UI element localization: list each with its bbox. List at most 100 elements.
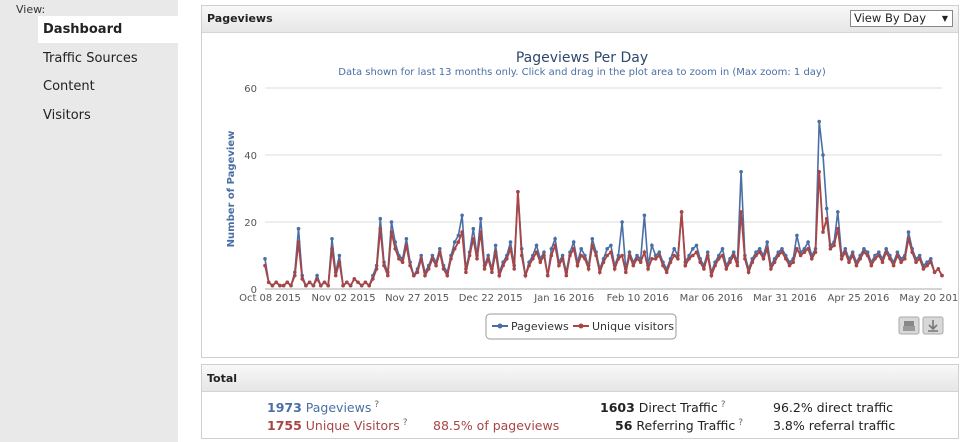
pageviews-chart[interactable]: Pageviews Per Day Data shown for last 13…	[202, 6, 958, 357]
point-unique-visitors	[519, 253, 524, 258]
point-unique-visitors	[512, 267, 516, 271]
point-unique-visitors	[296, 240, 301, 244]
point-unique-visitors	[884, 250, 888, 254]
stat-direct-traffic: 1603 Direct Traffic?	[600, 400, 726, 415]
point-pageviews	[330, 237, 334, 241]
legend-item-unique-visitors[interactable]: Unique visitors	[573, 320, 674, 333]
point-pageviews	[765, 240, 769, 244]
point-pageviews	[389, 220, 394, 224]
point-unique-visitors	[910, 250, 914, 254]
point-unique-visitors	[664, 270, 669, 275]
sidebar-item-visitors[interactable]: Visitors	[43, 108, 91, 123]
point-pageviews	[672, 247, 676, 251]
point-pageviews	[653, 253, 658, 258]
point-pageviews	[780, 247, 784, 251]
help-icon-pageviews[interactable]: ?	[374, 400, 380, 410]
point-unique-visitors	[568, 253, 572, 258]
point-unique-visitors	[787, 263, 792, 268]
point-pageviews	[460, 213, 464, 218]
point-unique-visitors	[478, 230, 483, 234]
legend-label-pageviews: Pageviews	[511, 320, 569, 333]
stat-direct-label: Direct Traffic	[638, 400, 718, 416]
point-unique-visitors	[516, 190, 520, 194]
point-unique-visitors	[359, 283, 364, 288]
y-tick-label: 60	[244, 84, 257, 95]
point-unique-visitors	[464, 270, 468, 275]
point-unique-visitors	[824, 216, 829, 221]
point-pageviews	[263, 257, 267, 261]
point-unique-visitors	[471, 237, 476, 241]
print-button[interactable]	[898, 316, 920, 335]
point-unique-visitors	[333, 273, 338, 278]
point-unique-visitors	[769, 267, 773, 271]
point-unique-visitors	[705, 253, 710, 258]
sidebar-item-traffic-sources[interactable]: Traffic Sources	[43, 51, 138, 66]
point-unique-visitors	[508, 247, 513, 251]
point-unique-visitors	[724, 267, 729, 271]
point-unique-visitors	[836, 226, 840, 231]
point-pageviews	[884, 247, 888, 251]
point-unique-visitors	[679, 210, 684, 214]
export-button[interactable]	[922, 316, 944, 335]
legend-dot-pageviews	[497, 323, 503, 329]
point-unique-visitors	[501, 263, 505, 268]
point-unique-visitors	[821, 230, 825, 234]
point-unique-visitors	[657, 253, 662, 258]
stat-direct-percent: 96.2% direct traffic	[773, 400, 894, 415]
point-unique-visitors	[531, 257, 535, 261]
point-pageviews	[534, 243, 539, 248]
point-unique-visitors	[683, 263, 688, 268]
point-unique-visitors	[352, 277, 357, 281]
point-unique-visitors	[635, 257, 639, 261]
point-unique-visitors	[601, 260, 606, 264]
help-icon-unique[interactable]: ?	[402, 418, 408, 428]
point-unique-visitors	[687, 257, 691, 261]
view-label: View:	[16, 3, 46, 16]
legend-dot-unique-visitors	[578, 323, 584, 329]
point-pageviews	[378, 216, 383, 221]
legend-item-pageviews[interactable]: Pageviews	[492, 320, 569, 333]
point-unique-visitors	[419, 257, 423, 261]
point-pageviews	[862, 247, 866, 251]
point-pageviews	[895, 250, 900, 254]
point-unique-visitors	[631, 263, 636, 268]
point-unique-visitors	[482, 267, 487, 271]
point-pageviews	[493, 243, 498, 248]
view-by-select[interactable]: View By Day ▼	[850, 10, 953, 27]
chart-legend[interactable]: Pageviews Unique visitors	[485, 313, 677, 340]
point-unique-visitors	[400, 260, 405, 264]
point-unique-visitors	[646, 267, 650, 271]
point-unique-visitors	[557, 263, 561, 268]
sidebar-item-content[interactable]: Content	[43, 79, 95, 94]
point-pageviews	[452, 240, 457, 244]
point-unique-visitors	[430, 257, 435, 261]
stat-unique-percent: 88.5% of pageviews	[433, 418, 560, 433]
point-unique-visitors	[281, 283, 286, 288]
x-tick-label: Mar 06 2016	[680, 293, 743, 304]
point-unique-visitors	[330, 247, 334, 251]
point-unique-visitors	[304, 283, 308, 288]
help-icon-referring[interactable]: ?	[738, 418, 743, 428]
point-pageviews	[865, 250, 870, 254]
point-pageviews	[821, 153, 825, 157]
legend-label-unique-visitors: Unique visitors	[592, 320, 674, 333]
point-unique-visitors	[545, 273, 550, 278]
x-tick-label: Dec 22 2015	[459, 293, 523, 304]
point-unique-visitors	[538, 260, 543, 264]
point-pageviews	[806, 240, 810, 244]
triangle-down-icon: ▼	[941, 14, 948, 23]
point-unique-visitors	[720, 253, 725, 258]
point-unique-visitors	[929, 260, 933, 264]
point-unique-visitors	[460, 230, 464, 234]
point-unique-visitors	[356, 280, 360, 285]
stat-unique-label: Unique Visitors	[305, 418, 400, 434]
pageviews-panel-title: Pageviews	[207, 12, 273, 25]
point-unique-visitors	[397, 257, 401, 261]
point-unique-visitors	[415, 270, 420, 275]
point-pageviews	[571, 240, 576, 244]
point-pageviews	[560, 253, 565, 258]
help-icon-direct[interactable]: ?	[720, 400, 726, 410]
point-pageviews	[705, 250, 710, 254]
point-pageviews	[438, 247, 442, 251]
sidebar-item-dashboard[interactable]: Dashboard	[38, 16, 178, 43]
